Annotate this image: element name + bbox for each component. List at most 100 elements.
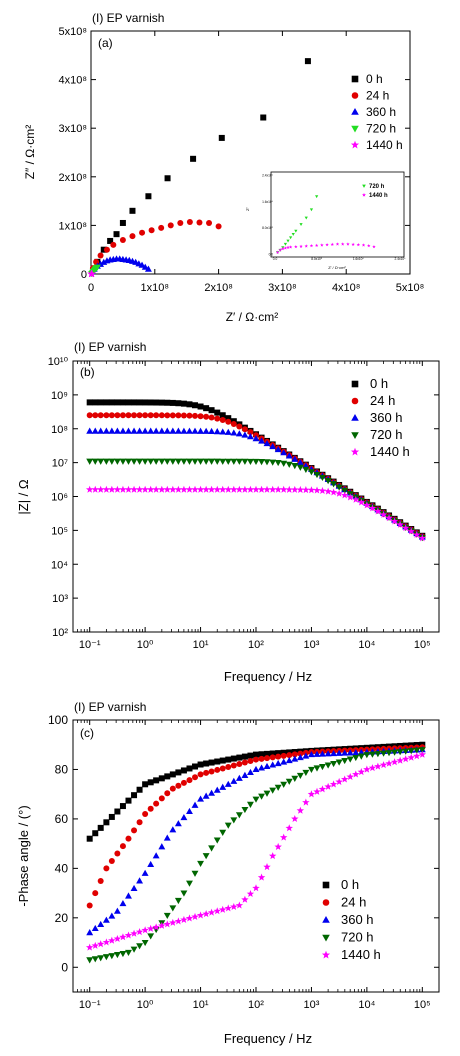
data-point (296, 753, 304, 761)
data-point (108, 485, 116, 493)
data-point (107, 237, 114, 244)
data-point (108, 912, 116, 919)
data-point (213, 907, 221, 915)
data-point (279, 485, 288, 493)
data-point (196, 911, 205, 919)
inset-data-point (304, 244, 308, 248)
data-point (125, 949, 132, 957)
data-point (152, 485, 160, 493)
data-point (185, 485, 194, 493)
data-point (202, 427, 210, 434)
data-point (225, 756, 232, 763)
data-point (319, 763, 326, 771)
phase-angle-panel: (I) EP varnish (c) 10⁻¹ 10⁰ 10¹ 10² 10³ 10⁴ 10… (16, 700, 440, 1046)
data-point (274, 759, 282, 767)
data-point (130, 427, 138, 434)
data-point (177, 219, 184, 226)
data-point (329, 488, 338, 496)
data-point (167, 222, 174, 229)
data-point (91, 427, 99, 434)
data-point (253, 756, 259, 763)
inset-legend-marker (362, 184, 366, 188)
panel-c-x-ticks: 10⁻¹ 10⁰ 10¹ 10² 10³ 10⁴ 10⁵ (76, 720, 431, 1011)
data-point (252, 435, 260, 442)
data-point (152, 427, 160, 434)
data-point (163, 427, 171, 434)
data-point (335, 759, 343, 766)
data-point (197, 427, 205, 434)
data-point (291, 814, 299, 822)
data-point (246, 485, 255, 493)
data-point (385, 514, 393, 522)
data-point (285, 461, 293, 468)
data-point (340, 775, 349, 783)
impedance-modulus-panel: (I) EP varnish (b) 10⁻¹ 10⁰ 10¹ 10² 10³ 10⁴ 10… (16, 340, 440, 684)
data-point (97, 920, 105, 927)
data-point (258, 459, 266, 466)
panel-b-y-ticks: 10² 10³ 10⁴ 10⁵ 10⁶ 10⁷ 10⁸ 10⁹ 10¹⁰ (48, 356, 439, 639)
data-point (119, 458, 127, 465)
data-point (186, 401, 193, 408)
data-point (263, 485, 271, 493)
legend-marker (351, 397, 359, 405)
data-point (230, 420, 237, 427)
data-point (258, 764, 266, 771)
inset-data-point (372, 244, 376, 249)
data-point (241, 458, 249, 465)
data-point (86, 929, 94, 936)
data-point (291, 485, 299, 493)
data-point (92, 412, 99, 419)
x-tick-label: 0 (88, 282, 94, 294)
legend-marker (351, 125, 359, 133)
data-point (374, 507, 382, 515)
data-point (329, 780, 338, 788)
inset-legend-label: 1440 h (369, 193, 388, 199)
x-tick-label: 10¹ (193, 639, 209, 651)
data-point (175, 400, 182, 407)
data-point (110, 241, 117, 248)
data-point (396, 520, 404, 528)
inset-y-tick-label: 8.0x10⁵ (262, 226, 274, 230)
inset-x-tick-label: 2.4x10⁶ (395, 257, 407, 261)
x-tick-label: 10³ (303, 639, 319, 651)
data-point (147, 933, 155, 940)
panel-c-legend: 0 h 24 h 360 h 720 h 1440 h (321, 877, 381, 962)
inset-data-point (367, 243, 371, 248)
data-point (93, 258, 100, 265)
data-point (235, 458, 243, 465)
data-point (136, 877, 144, 884)
data-point (324, 478, 332, 485)
panel-c-tag: (I) EP varnish (74, 700, 146, 714)
legend-label: 24 h (370, 393, 395, 408)
data-point (85, 943, 94, 951)
data-point (119, 236, 126, 243)
data-point (158, 427, 166, 434)
data-point (275, 753, 282, 760)
data-point (191, 427, 199, 434)
data-point (252, 458, 260, 466)
data-point (252, 884, 260, 892)
data-point (153, 777, 160, 784)
data-point (102, 427, 110, 434)
data-point (130, 929, 138, 937)
panel-a-label: (a) (98, 36, 113, 50)
data-point (158, 224, 165, 231)
legend-marker (350, 447, 360, 456)
data-point (136, 458, 144, 465)
data-point (164, 399, 171, 406)
data-point (213, 458, 221, 465)
data-point (263, 459, 271, 466)
panel-b-tag: (I) EP varnish (74, 340, 146, 354)
data-point (180, 485, 188, 493)
data-point (141, 869, 149, 876)
data-point (224, 904, 232, 912)
data-point (241, 753, 248, 760)
data-point (218, 134, 225, 141)
data-point (192, 402, 199, 409)
x-tick-label: 2x10⁸ (204, 282, 233, 294)
y-tick-label: 100 (48, 713, 68, 727)
data-point (125, 835, 132, 842)
data-point (97, 252, 104, 259)
data-point (192, 412, 199, 419)
data-point (186, 880, 193, 887)
